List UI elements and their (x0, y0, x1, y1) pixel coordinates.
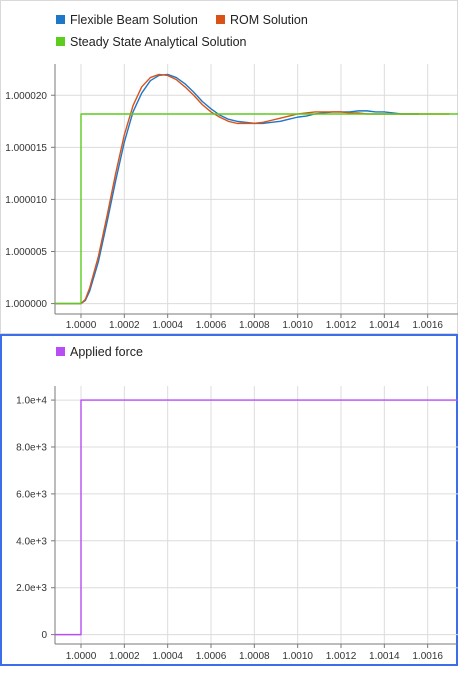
legend-label: Steady State Analytical Solution (70, 35, 247, 49)
x-tick-label: 1.0014 (369, 320, 400, 331)
x-tick-label: 1.0012 (326, 320, 357, 331)
x-tick-label: 1.0002 (109, 320, 140, 331)
y-tick-label: 8.0e+3 (16, 442, 47, 453)
x-tick-label: 1.0002 (109, 651, 140, 662)
bottom-plot-panel[interactable] (0, 334, 458, 666)
series-line-flexible-beam-solution (55, 73, 419, 305)
x-tick-label: 1.0016 (412, 320, 443, 331)
y-tick-label: 2.0e+3 (16, 583, 47, 594)
legend-label: ROM Solution (230, 13, 308, 27)
x-tick-label: 1.0014 (369, 651, 400, 662)
x-tick-label: 1.0008 (239, 651, 270, 662)
y-tick-label: 4.0e+3 (16, 536, 47, 547)
series-line-applied-force (55, 399, 458, 636)
legend-swatch (56, 15, 65, 24)
y-tick-label: 0 (41, 630, 47, 641)
legend-swatch (216, 15, 225, 24)
legend-label: Flexible Beam Solution (70, 13, 198, 27)
y-tick-label: 1.000010 (5, 195, 47, 206)
x-tick-label: 1.0000 (66, 651, 97, 662)
legend-label: Applied force (70, 345, 143, 359)
x-tick-label: 1.0010 (282, 651, 313, 662)
x-tick-label: 1.0010 (282, 320, 313, 331)
series-line-steady-state-analytical-solution (55, 113, 458, 305)
legend-swatch (56, 347, 65, 356)
y-tick-label: 1.0e+4 (16, 396, 47, 407)
x-tick-label: 1.0016 (412, 651, 443, 662)
x-tick-label: 1.0006 (196, 651, 227, 662)
x-tick-label: 1.0000 (66, 320, 97, 331)
y-tick-label: 1.000020 (5, 91, 47, 102)
y-tick-label: 6.0e+3 (16, 489, 47, 500)
x-tick-label: 1.0006 (196, 320, 227, 331)
x-tick-label: 1.0008 (239, 320, 270, 331)
x-tick-label: 1.0004 (152, 651, 183, 662)
y-tick-label: 1.000015 (5, 143, 47, 154)
top-chart: 1.0000 1.0002 1.0004 1.0006 1.0008 1.0010 1.00… (5, 13, 458, 331)
x-tick-label: 1.0004 (152, 320, 183, 331)
legend-swatch (56, 37, 65, 46)
bottom-chart: 1.0000 1.0002 1.0004 1.0006 1.0008 1.0010 1.00… (16, 345, 458, 662)
y-tick-label: 1.000005 (5, 247, 47, 258)
y-tick-label: 1.000000 (5, 299, 47, 310)
x-tick-label: 1.0012 (326, 651, 357, 662)
